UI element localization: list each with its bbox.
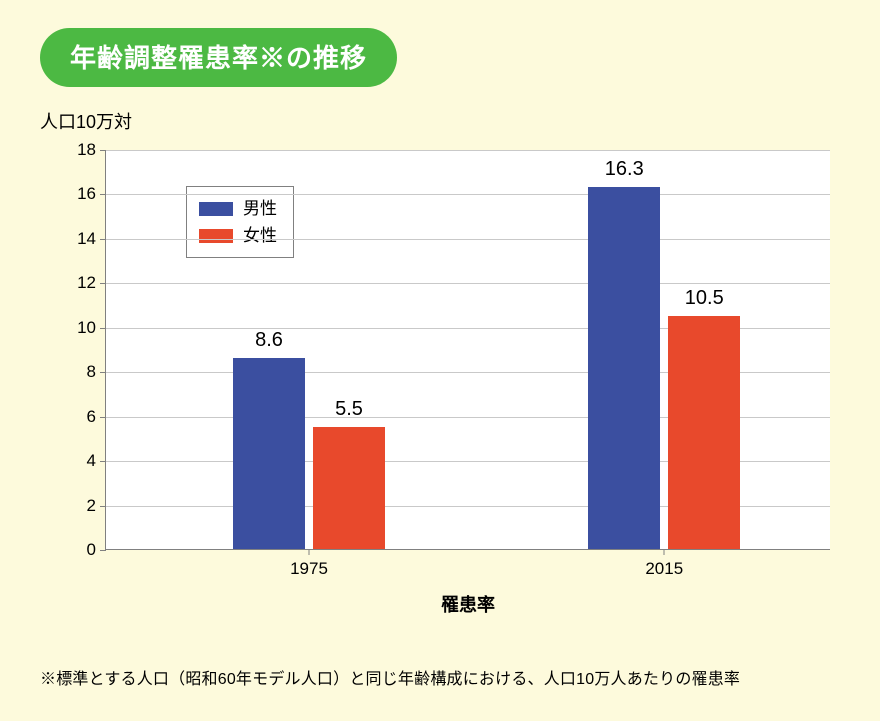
chart-title-pill: 年齢調整罹患率※の推移: [40, 28, 397, 87]
bar-女性: 5.5: [313, 427, 385, 549]
legend: 男性女性: [186, 186, 294, 258]
ytick-label: 12: [77, 273, 106, 293]
ytick-label: 16: [77, 184, 106, 204]
ytick-label: 2: [87, 496, 106, 516]
gridline: [106, 194, 830, 195]
plot-area: 男性女性 罹患率 02468101214161819758.65.5201516…: [105, 150, 830, 550]
legend-label: 男性: [243, 195, 277, 222]
xtick-mark: [664, 549, 665, 555]
x-axis-label: 罹患率: [441, 591, 495, 617]
legend-item: 女性: [199, 222, 277, 249]
bar-value-label: 10.5: [685, 287, 724, 310]
chart-container: 男性女性 罹患率 02468101214161819758.65.5201516…: [50, 138, 840, 613]
legend-item: 男性: [199, 195, 277, 222]
gridline: [106, 150, 830, 151]
ytick-label: 14: [77, 229, 106, 249]
bar-男性: 16.3: [588, 187, 660, 549]
xtick-label: 2015: [645, 559, 683, 579]
legend-swatch: [199, 229, 233, 243]
ytick-label: 6: [87, 407, 106, 427]
y-axis-outer-label: 人口10万対: [40, 108, 132, 134]
legend-swatch: [199, 202, 233, 216]
ytick-label: 10: [77, 318, 106, 338]
ytick-label: 18: [77, 140, 106, 160]
gridline: [106, 283, 830, 284]
bar-value-label: 5.5: [335, 398, 363, 421]
chart-title-text: 年齢調整罹患率※の推移: [70, 43, 367, 73]
bar-value-label: 16.3: [605, 158, 644, 181]
bar-男性: 8.6: [233, 358, 305, 549]
xtick-label: 1975: [290, 559, 328, 579]
bar-女性: 10.5: [668, 316, 740, 549]
bar-value-label: 8.6: [255, 329, 283, 352]
gridline: [106, 239, 830, 240]
ytick-label: 8: [87, 362, 106, 382]
xtick-mark: [309, 549, 310, 555]
ytick-label: 4: [87, 451, 106, 471]
legend-label: 女性: [243, 222, 277, 249]
footnote: ※標準とする人口（昭和60年モデル人口）と同じ年齢構成における、人口10万人あた…: [40, 665, 740, 689]
ytick-label: 0: [87, 540, 106, 560]
